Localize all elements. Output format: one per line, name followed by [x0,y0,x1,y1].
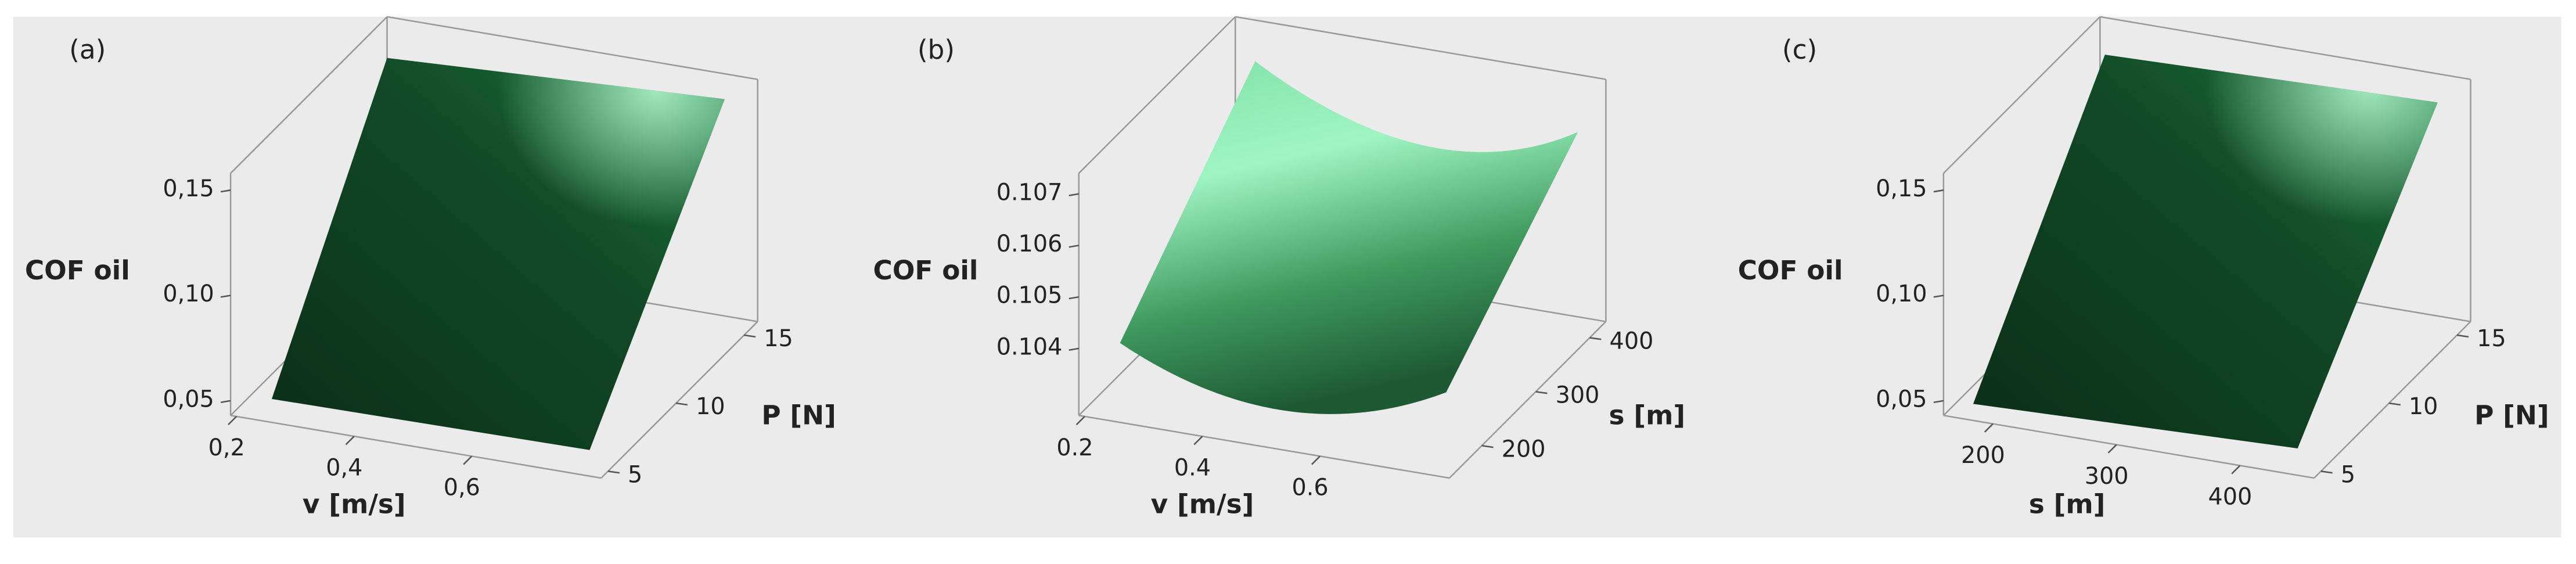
z-tick-label: 0,15 [1876,175,1927,202]
z-tick-label: 0,10 [163,281,214,307]
y-tick-label: 15 [764,325,793,352]
y-tick-label: 10 [2409,393,2438,420]
y-axis-label: P [N] [761,400,836,431]
x-tick-label: 400 [2208,484,2252,511]
z-tick [1068,296,1079,300]
box-edge [1078,16,1236,174]
x-tick [463,455,473,465]
x-axis-label: v [m/s] [303,489,406,520]
z-tick [220,400,231,403]
x-tick [1193,436,1203,446]
z-tick-label: 0,05 [163,386,214,412]
x-tick [1311,455,1321,465]
y-tick [675,402,688,406]
z-tick [220,294,231,298]
y-axis-label: s [m] [1609,400,1686,431]
y-tick-label: 400 [1610,328,1654,354]
z-tick [1068,245,1079,248]
z-tick [1933,400,1944,403]
box-edge [230,16,388,174]
y-tick [1481,445,1494,448]
z-axis-label: COF oil [25,255,130,286]
y-tick-label: 5 [2341,461,2355,488]
x-tick [1984,423,1994,433]
x-tick-label: 300 [2085,463,2129,490]
x-tick [2231,465,2241,475]
y-tick-label: 10 [696,393,725,420]
z-axis-label: COF oil [873,255,978,286]
y-tick [744,334,756,338]
box-edge [1078,414,1450,479]
z-tick-label: 0.104 [996,333,1063,360]
box-edge [1942,16,2101,174]
z-tick [1068,193,1079,196]
box-edge [600,321,758,479]
box-edge [1943,414,2315,479]
surface-highlight [271,58,725,450]
box-edge [1235,16,1606,80]
z-axis-label: COF oil [1738,255,1843,286]
box-edge [387,16,758,80]
y-tick [1589,337,1602,340]
y-axis-label: P [N] [2474,400,2549,431]
z-tick-label: 0.106 [996,231,1063,257]
y-tick [607,470,620,474]
z-tick-label: 0.107 [996,179,1063,206]
x-axis-label: s [m] [2029,489,2106,520]
x-tick-label: 0,2 [208,434,245,461]
surface [1120,61,1578,414]
x-tick [228,416,238,426]
z-tick-label: 0,05 [1876,386,1927,412]
x-tick-label: 0.6 [1292,475,1329,501]
z-tick [1933,294,1944,298]
x-tick [345,436,355,446]
y-tick-label: 5 [628,461,642,488]
x-tick [1075,416,1085,426]
x-axis-label: v [m/s] [1151,489,1254,520]
y-tick-label: 15 [2477,325,2506,352]
box-edge [1449,321,1607,479]
panel-label: (b) [918,34,955,65]
z-tick-label: 0,15 [163,175,214,202]
z-tick [220,189,231,193]
y-tick [2388,402,2401,406]
z-tick-label: 0.105 [996,282,1063,309]
x-tick-label: 0,4 [326,454,362,481]
surface-highlight [1973,55,2438,448]
panel-label: (c) [1782,34,1817,65]
x-tick-label: 0,6 [444,475,480,501]
box-edge [2100,16,2471,80]
y-tick [2320,470,2333,474]
panel-label: (a) [69,34,106,65]
x-tick-label: 0.4 [1174,454,1211,481]
x-tick [2107,444,2117,454]
z-tick-label: 0,10 [1876,281,1927,307]
y-tick-label: 300 [1556,382,1600,408]
x-tick-label: 0.2 [1056,434,1093,461]
box-edge [2314,321,2471,479]
box-edge [230,414,602,479]
z-tick [1068,347,1079,351]
z-tick [1933,189,1944,193]
y-tick [2456,334,2469,338]
x-tick-label: 200 [1961,442,2005,469]
y-tick [1535,391,1548,394]
y-tick-label: 200 [1502,436,1546,462]
